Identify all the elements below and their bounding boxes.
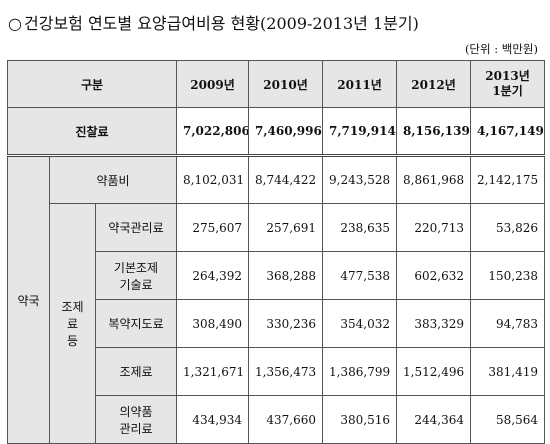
drug-cost-2009: 8,102,031: [176, 154, 250, 204]
cell: 380,516: [322, 395, 398, 444]
header-year-2010: 2010년: [248, 60, 324, 108]
cell: 602,632: [396, 251, 472, 300]
cell: 330,236: [248, 299, 324, 348]
dispensing-group-label-line2: 등: [66, 334, 79, 348]
page-title: ○ 건강보험 연도별 요양급여비용 현황(2009-2013년 1분기): [8, 10, 419, 34]
drug-cost-row: 약국 약품비 8,102,031 8,744,422 9,243,528 8,8…: [7, 154, 546, 444]
title-text: 건강보험 연도별 요양급여비용 현황(2009-2013년 1분기): [24, 14, 419, 33]
header-quarter-1: 1분기: [492, 84, 523, 98]
drug-cost-2013q1: 2,142,175: [470, 154, 546, 204]
cell: 238,635: [322, 203, 398, 252]
cell: 437,660: [248, 395, 324, 444]
row-label: 의약품 관리료: [94, 395, 178, 444]
row-label-line2: 기술료: [119, 277, 153, 292]
cell: 94,783: [470, 299, 546, 348]
header-year-2009: 2009년: [176, 60, 250, 108]
unit-note: (단위 : 백만원): [464, 42, 538, 56]
header-year-2013: 2013년: [485, 69, 530, 83]
drug-cost-2010: 8,744,422: [248, 154, 324, 204]
header-year-2013q1: 2013년 1분기: [470, 60, 546, 108]
cell: 220,713: [396, 203, 472, 252]
cell: 477,538: [322, 251, 398, 300]
dispensing-group-label: 조제료 등: [49, 203, 96, 444]
cell: 354,032: [322, 299, 398, 348]
cell: 275,607: [176, 203, 250, 252]
cell: 53,826: [470, 203, 546, 252]
total-2010: 7,460,996: [248, 107, 324, 156]
row-label: 복약지도료: [94, 299, 178, 348]
drug-cost-2011: 9,243,528: [322, 154, 398, 204]
cell: 150,238: [470, 251, 546, 300]
row-label-line1: 기본조제: [113, 260, 159, 275]
drug-cost-2012: 8,861,968: [396, 154, 472, 204]
header-category: 구분: [6, 60, 178, 108]
cost-table: 구분 2009년 2010년 2011년 2012년 2013년 1분기 진찰료…: [6, 60, 546, 444]
total-2011: 7,719,914: [322, 107, 398, 156]
cell: 383,329: [396, 299, 472, 348]
table-row: 기본조제 기술료 264,392 368,288 477,538 602,632…: [8, 251, 546, 300]
cell: 264,392: [176, 251, 250, 300]
total-row: 진찰료 7,022,806 7,460,996 7,719,914 8,156,…: [6, 107, 546, 156]
header-row: 구분 2009년 2010년 2011년 2012년 2013년 1분기: [6, 60, 546, 108]
dispensing-group-label-line1: 조제료: [61, 300, 84, 331]
cell: 1,512,496: [396, 347, 472, 396]
total-2013q1: 4,167,149: [470, 107, 546, 156]
total-2009: 7,022,806: [176, 107, 250, 156]
drug-cost-label: 약품비: [48, 154, 178, 204]
total-2012: 8,156,139: [396, 107, 472, 156]
title-bullet: ○: [8, 14, 22, 33]
row-label-line1: 의약품: [119, 404, 153, 419]
row-label: 약국관리료: [94, 203, 178, 252]
cell: 1,321,671: [176, 347, 250, 396]
table-row: 조제료 등 약국관리료 275,607 257,691 238,635 220,…: [8, 203, 546, 444]
row-label-line2: 관리료: [119, 421, 153, 436]
pharmacy-label: 약국: [7, 154, 50, 444]
cell: 308,490: [176, 299, 250, 348]
header-year-2011: 2011년: [322, 60, 398, 108]
cell: 434,934: [176, 395, 250, 444]
cell: 257,691: [248, 203, 324, 252]
cell: 368,288: [248, 251, 324, 300]
total-label: 진찰료: [6, 107, 178, 156]
cell: 381,419: [470, 347, 546, 396]
cell: 1,386,799: [322, 347, 398, 396]
row-label: 조제료: [94, 347, 178, 396]
cell: 244,364: [396, 395, 472, 444]
row-label: 기본조제 기술료: [94, 251, 178, 300]
header-year-2012: 2012년: [396, 60, 472, 108]
cell: 1,356,473: [248, 347, 324, 396]
cell: 58,564: [470, 395, 546, 444]
